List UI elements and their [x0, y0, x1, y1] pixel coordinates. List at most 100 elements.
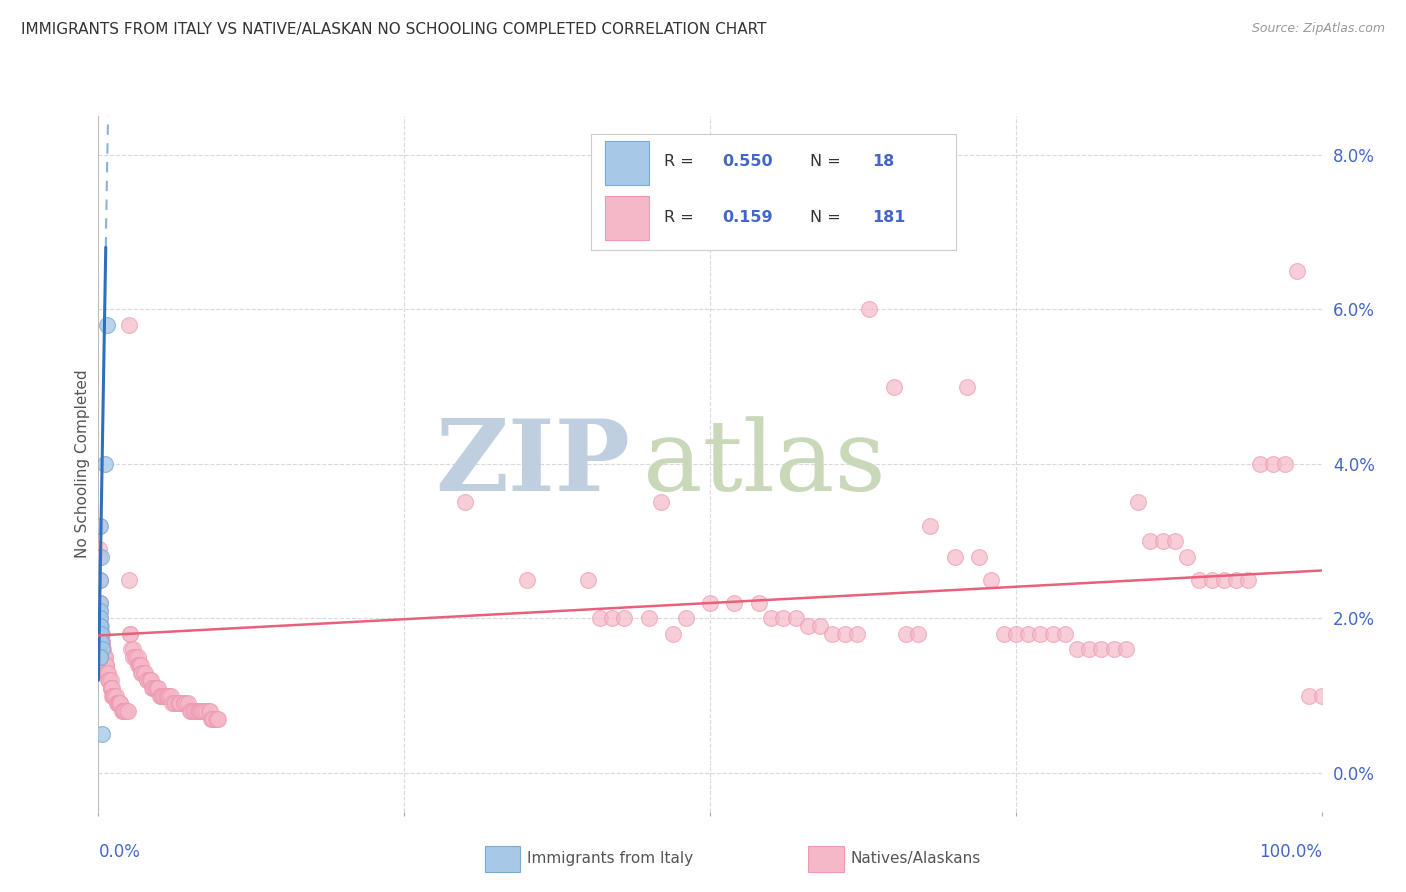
Point — [177, 697, 200, 711]
Point — [181, 704, 204, 718]
Point — [136, 673, 159, 688]
Point — [108, 697, 131, 711]
Point — [143, 681, 166, 695]
Text: 0.550: 0.550 — [723, 154, 773, 169]
Point — [110, 697, 132, 711]
Point — [93, 650, 115, 665]
Point — [193, 704, 215, 718]
Point — [1017, 627, 1039, 641]
Point — [94, 657, 117, 672]
Point — [145, 681, 167, 695]
Point — [129, 665, 152, 680]
Point — [1274, 457, 1296, 471]
Point — [613, 611, 636, 625]
Point — [105, 697, 128, 711]
Point — [120, 627, 142, 641]
Point — [101, 681, 124, 695]
Point — [91, 627, 114, 641]
Point — [89, 611, 111, 625]
Point — [91, 642, 114, 657]
Point — [101, 689, 124, 703]
Point — [87, 541, 110, 556]
Point — [93, 457, 115, 471]
Point — [785, 611, 807, 625]
Point — [89, 650, 111, 665]
Point — [87, 549, 110, 564]
Point — [205, 712, 228, 726]
Point — [1310, 689, 1333, 703]
Point — [89, 619, 111, 633]
Point — [1139, 534, 1161, 549]
Text: atlas: atlas — [643, 416, 886, 512]
Point — [600, 611, 623, 625]
Point — [1201, 573, 1223, 587]
Point — [589, 611, 612, 625]
Point — [1078, 642, 1101, 657]
Point — [907, 627, 929, 641]
FancyBboxPatch shape — [605, 196, 650, 241]
Point — [821, 627, 844, 641]
Point — [107, 697, 129, 711]
Point — [90, 619, 112, 633]
Point — [89, 596, 111, 610]
Point — [90, 627, 112, 641]
Point — [180, 704, 202, 718]
Text: 181: 181 — [872, 210, 905, 225]
Point — [150, 689, 173, 703]
Point — [202, 712, 225, 726]
Point — [187, 704, 209, 718]
Point — [201, 712, 224, 726]
Point — [98, 673, 121, 688]
Point — [141, 681, 163, 695]
Point — [96, 665, 118, 680]
Point — [138, 673, 160, 688]
Point — [139, 673, 162, 688]
Point — [748, 596, 770, 610]
Point — [100, 681, 122, 695]
Point — [1066, 642, 1088, 657]
Point — [89, 611, 111, 625]
Point — [1102, 642, 1125, 657]
Point — [956, 379, 979, 393]
Point — [993, 627, 1015, 641]
Point — [1042, 627, 1064, 641]
Point — [96, 665, 118, 680]
Point — [101, 689, 124, 703]
Point — [134, 665, 156, 680]
Point — [156, 689, 179, 703]
Point — [97, 665, 120, 680]
Point — [124, 650, 146, 665]
Point — [142, 681, 165, 695]
Point — [111, 704, 134, 718]
Point — [103, 689, 125, 703]
Point — [120, 627, 142, 641]
Point — [205, 712, 228, 726]
Point — [100, 681, 122, 695]
Point — [1164, 534, 1187, 549]
Point — [967, 549, 990, 564]
Point — [89, 634, 111, 648]
Point — [101, 689, 124, 703]
Text: 0.159: 0.159 — [723, 210, 773, 225]
Point — [157, 689, 180, 703]
Point — [845, 627, 868, 641]
Point — [173, 697, 195, 711]
Point — [153, 689, 176, 703]
Point — [91, 727, 114, 741]
Point — [699, 596, 721, 610]
Point — [883, 379, 905, 393]
Text: ZIP: ZIP — [436, 416, 630, 512]
Point — [136, 673, 159, 688]
Text: 0.0%: 0.0% — [98, 843, 141, 861]
Point — [1225, 573, 1247, 587]
Point — [173, 697, 195, 711]
Point — [894, 627, 917, 641]
FancyBboxPatch shape — [605, 141, 650, 185]
Text: 100.0%: 100.0% — [1258, 843, 1322, 861]
Point — [118, 318, 141, 332]
Point — [943, 549, 966, 564]
Point — [91, 642, 114, 657]
Point — [1237, 573, 1260, 587]
Point — [1175, 549, 1198, 564]
Point — [159, 689, 181, 703]
